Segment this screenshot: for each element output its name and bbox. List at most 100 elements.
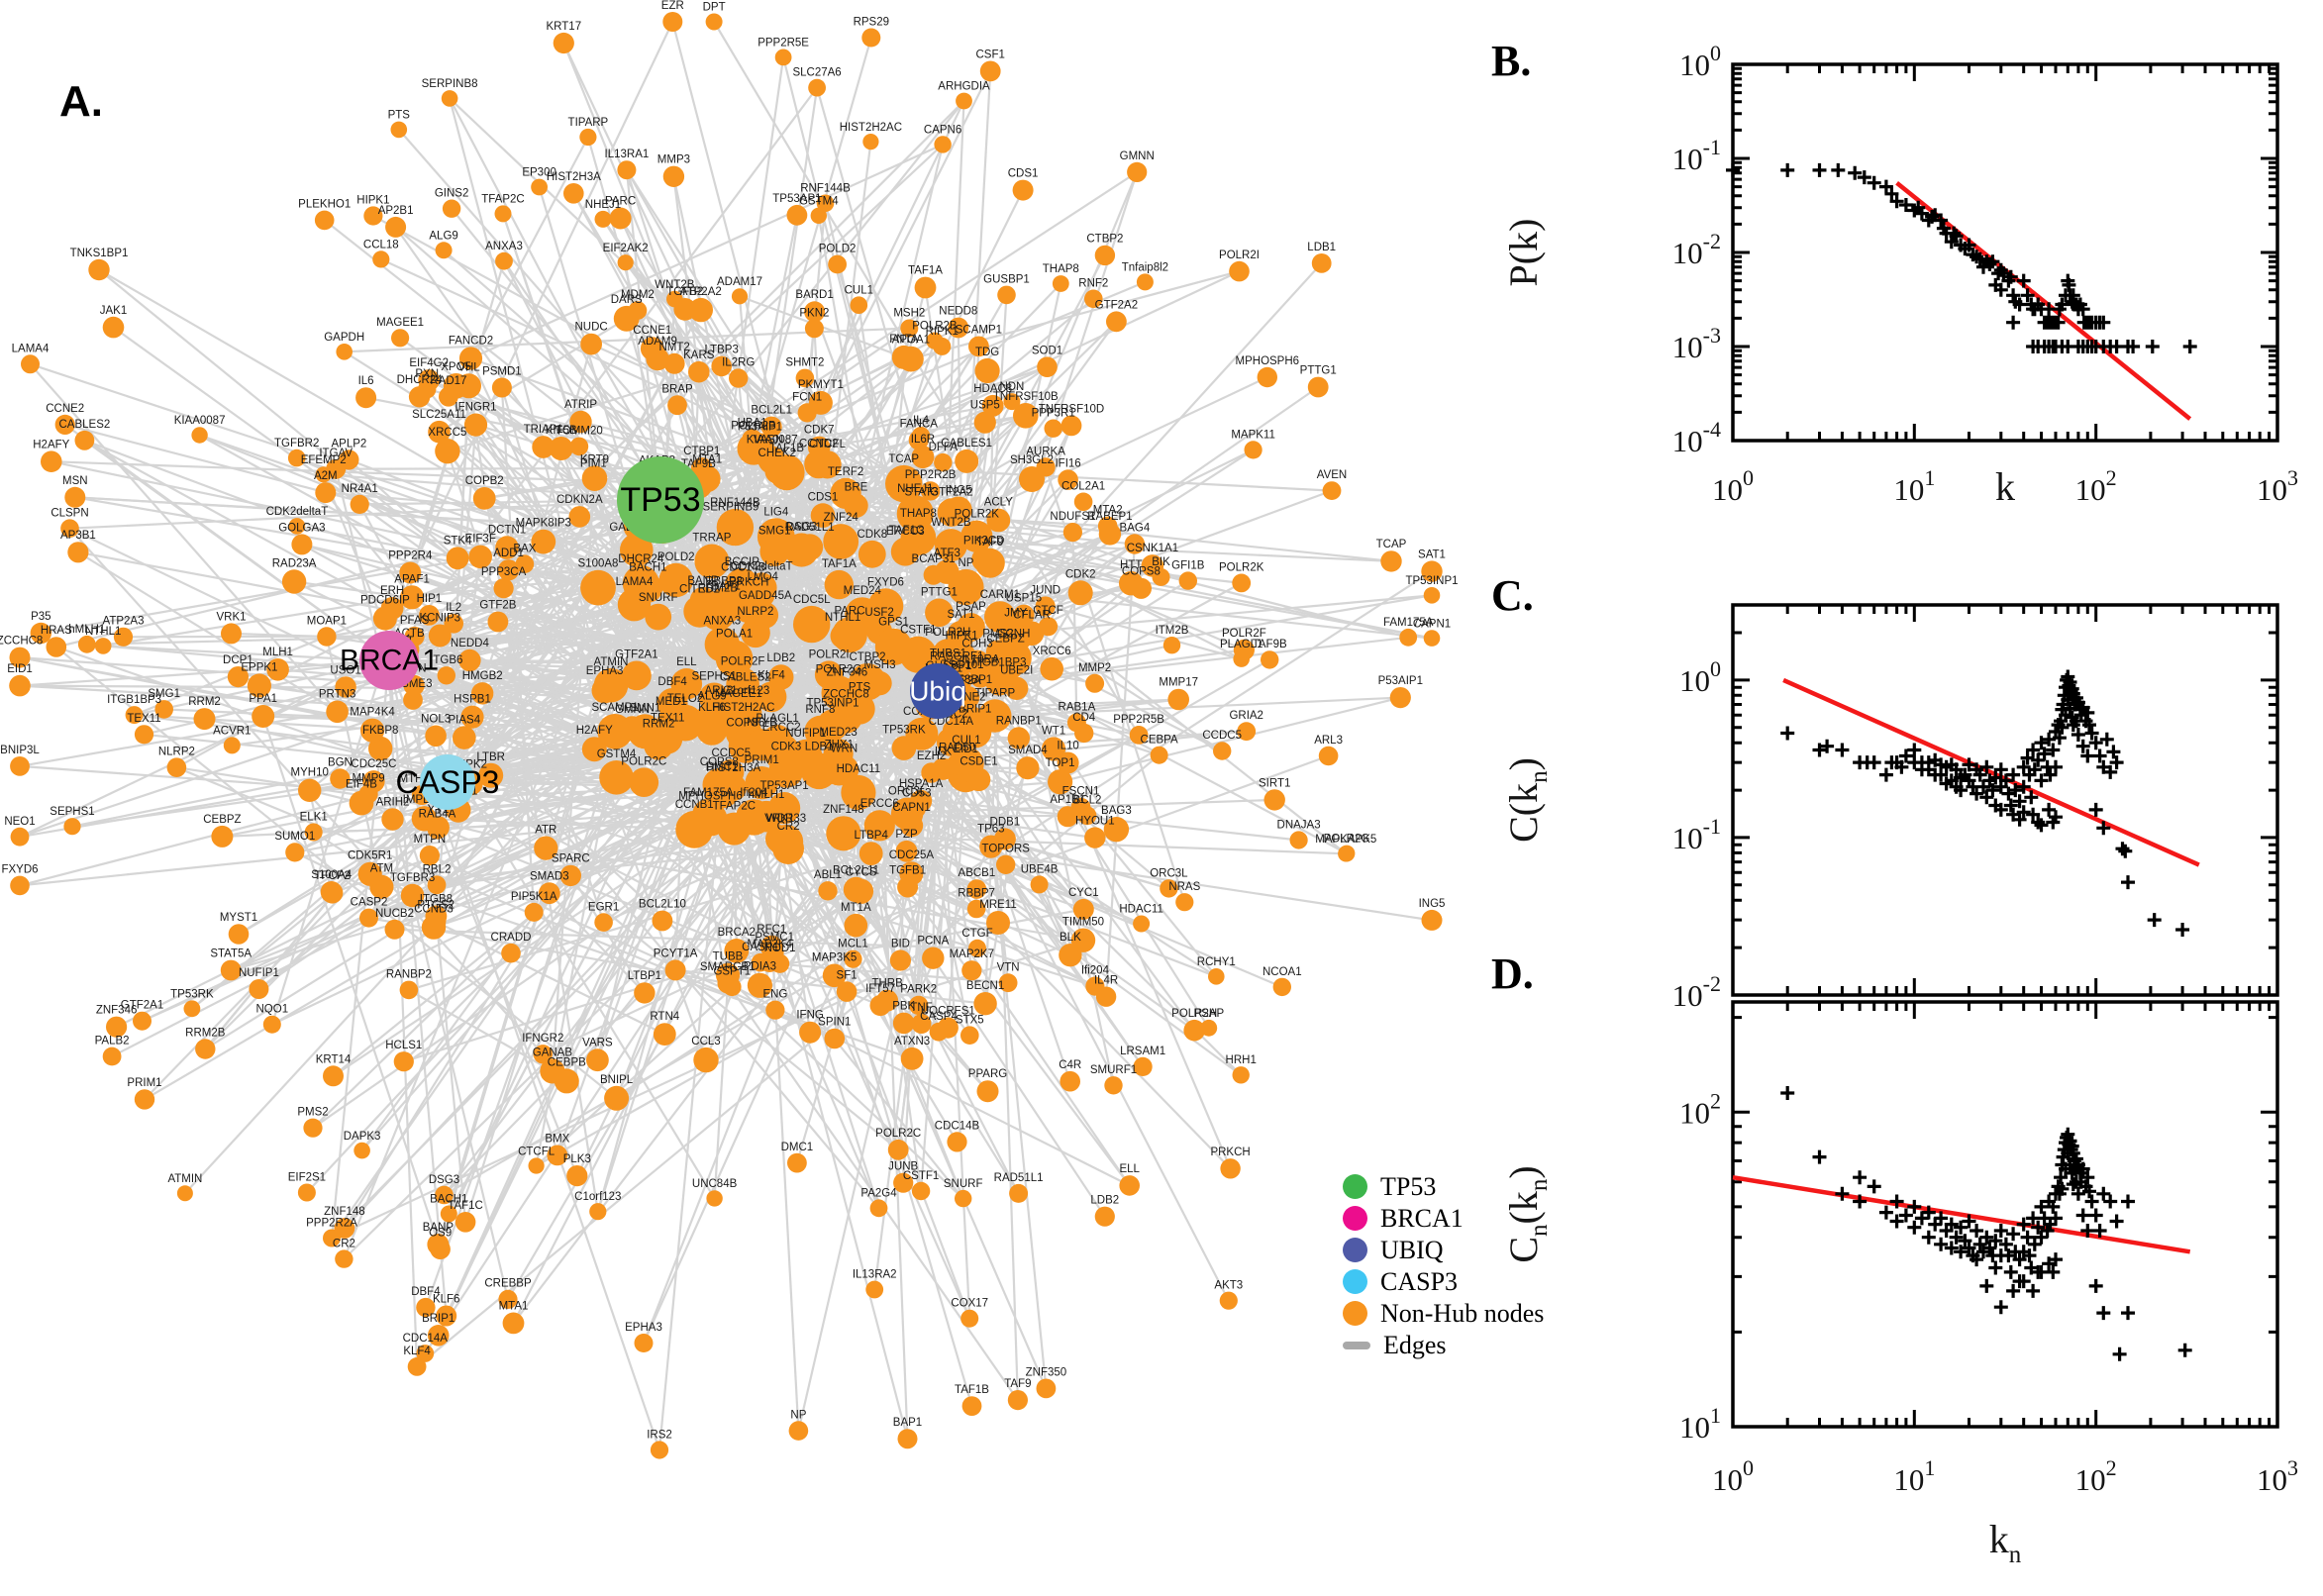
- network-edge: [727, 982, 1131, 1187]
- network-edge: [447, 780, 1096, 988]
- network-edge: [103, 645, 939, 693]
- network-edge: [580, 420, 777, 473]
- x-axis-label-B: k: [1995, 464, 2015, 509]
- network-edge: [83, 439, 616, 733]
- tick-label: 10-2: [1672, 229, 1721, 270]
- network-node: [768, 792, 801, 825]
- tick-label: 102: [1679, 1088, 1721, 1130]
- network-edge: [77, 550, 339, 713]
- network-edge: [323, 473, 661, 502]
- network-edge: [713, 21, 1141, 736]
- y-axis-label-C: C(kn): [1501, 757, 1553, 843]
- network-node: [581, 737, 607, 762]
- network-edge: [387, 659, 419, 1367]
- network-edge: [447, 463, 829, 783]
- axis-ticks: [1731, 1002, 2279, 1429]
- network-node: [905, 717, 939, 750]
- network-edge: [69, 498, 661, 530]
- network-edge: [469, 136, 589, 359]
- data-points-C: [1780, 669, 2190, 937]
- x-axis-label-D: kn: [1989, 1517, 2022, 1568]
- plot-box-C: [1731, 603, 2279, 997]
- network-node: [826, 816, 861, 851]
- network-edge: [409, 21, 674, 573]
- node-swatch-icon: [1343, 1269, 1367, 1294]
- network-node: [947, 621, 975, 648]
- network-node: [629, 767, 659, 797]
- network-edge: [388, 144, 944, 661]
- network-node: [720, 774, 748, 801]
- legend-label: TP53: [1380, 1171, 1437, 1201]
- tick-label: 10-1: [1672, 814, 1721, 855]
- tick-label: 100: [1712, 465, 1754, 507]
- network-edge: [359, 498, 661, 506]
- network-node: [824, 569, 854, 600]
- network-node: [960, 520, 993, 552]
- fit-line-C: [1782, 677, 2200, 867]
- tick-label: 10-3: [1672, 323, 1721, 364]
- network-edge: [447, 364, 723, 452]
- network-edge: [447, 456, 769, 783]
- network-node: [945, 496, 972, 524]
- legend-item-ubiq: UBIQ: [1343, 1235, 1544, 1264]
- tick-label: 10-2: [1672, 971, 1721, 1013]
- network-edge: [294, 850, 665, 1036]
- legend-label: BRCA1: [1380, 1203, 1464, 1233]
- tick-label: 101: [1893, 1455, 1935, 1497]
- network-edge: [379, 748, 438, 917]
- network-edge: [222, 826, 439, 838]
- network-edge: [55, 646, 618, 1100]
- network-edge: [659, 498, 1433, 640]
- tick-label: 101: [1679, 1403, 1721, 1445]
- network-edge: [797, 697, 969, 1432]
- network-edge: [324, 491, 413, 599]
- network-node: [823, 524, 859, 559]
- tick-label: 101: [1893, 465, 1935, 507]
- network-edge: [659, 498, 1108, 528]
- network-edge: [960, 634, 1210, 1029]
- data-points-B: [1726, 162, 2197, 353]
- network-edge: [845, 716, 909, 815]
- network-node: [885, 464, 923, 503]
- network-edge: [726, 982, 1019, 1401]
- network-node: [890, 537, 920, 566]
- node-swatch-icon: [1343, 1174, 1367, 1199]
- legend-label: Non-Hub nodes: [1380, 1298, 1545, 1328]
- network-edge: [270, 385, 470, 1026]
- panel-a-label: A.: [59, 77, 103, 126]
- network-edge: [659, 489, 931, 502]
- tick-label: 102: [2075, 1455, 2117, 1497]
- axis-ticks: [1731, 62, 2279, 443]
- network-edge: [556, 719, 714, 1156]
- network-edge: [642, 690, 940, 1344]
- network-edge: [965, 585, 1433, 640]
- node-swatch-icon: [1343, 1301, 1367, 1326]
- network-edge: [238, 817, 425, 936]
- legend-item-casp3: CASP3: [1343, 1267, 1544, 1296]
- tick-label: 103: [2257, 1455, 2298, 1497]
- network-node: [617, 588, 652, 622]
- network-edge: [449, 97, 661, 501]
- network-node: [821, 675, 857, 711]
- legend-label: UBIQ: [1380, 1235, 1444, 1264]
- data-points-D: [1780, 1086, 2192, 1361]
- network-edge: [447, 533, 1111, 784]
- plot-box-B: [1731, 62, 2279, 443]
- tick-label: 100: [1679, 656, 1721, 698]
- network-edge: [446, 385, 470, 783]
- network-edge: [924, 287, 960, 511]
- network-edge: [258, 327, 960, 687]
- network-edge: [50, 460, 642, 585]
- legend: TP53 BRCA1 UBIQ CASP3 Non-Hub nodes Edges: [1343, 1171, 1545, 1359]
- network-node: [591, 677, 618, 704]
- axis-ticks: [1731, 603, 2279, 997]
- network-node: [699, 682, 730, 713]
- tick-label: 100: [1712, 1455, 1754, 1497]
- network-edge: [19, 659, 390, 839]
- legend-item-brca1: BRCA1: [1343, 1203, 1544, 1233]
- network-edge: [343, 768, 846, 1260]
- network-edge: [388, 658, 1217, 978]
